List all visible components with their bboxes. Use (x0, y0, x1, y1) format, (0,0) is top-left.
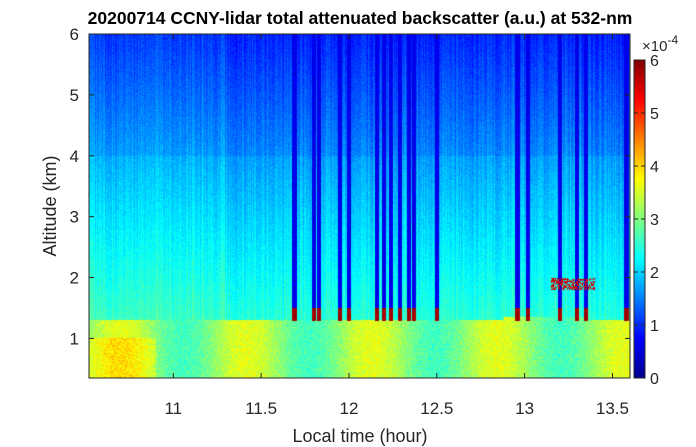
colorbar-tick-label: 0 (650, 371, 659, 388)
heatmap-plot (89, 34, 630, 378)
colorbar-exponent: ×10-4 (642, 33, 678, 55)
y-tick-label: 6 (70, 25, 79, 44)
y-tick-label: 5 (70, 86, 79, 105)
colorbar-tick-label: 1 (650, 318, 659, 335)
colorbar-exponent-base: ×10 (642, 38, 667, 55)
x-tick-label: 13 (515, 399, 534, 418)
chart-title: 20200714 CCNY-lidar total attenuated bac… (88, 8, 633, 28)
colorbar-tick-label: 5 (650, 106, 659, 123)
x-tick-label: 11.5 (245, 399, 277, 418)
y-tick-label: 3 (70, 208, 79, 227)
x-axis-label: Local time (hour) (292, 426, 427, 446)
colorbar-exponent-power: -4 (667, 33, 678, 47)
x-tick-label: 12.5 (420, 399, 453, 418)
y-axis-label: Altitude (km) (40, 155, 60, 256)
x-tick-label: 11 (164, 399, 182, 418)
colorbar-tick-label: 3 (650, 212, 659, 229)
x-tick-label: 12 (340, 399, 359, 418)
heatmap-image (89, 34, 630, 378)
y-tick-label: 4 (70, 147, 79, 166)
y-tick-label: 1 (70, 329, 79, 348)
y-tick-label: 2 (70, 269, 79, 288)
colorbar-tick-label: 6 (650, 53, 659, 70)
y-axis-ticks: 1 2 3 4 5 6 (70, 25, 630, 348)
colorbar-tick-label: 2 (650, 265, 659, 282)
x-tick-label: 13.5 (596, 399, 629, 418)
colorbar-tick-label: 4 (650, 159, 659, 176)
plot-frame (88, 33, 631, 379)
x-axis-ticks: 11 11.5 12 12.5 13 13.5 (164, 34, 629, 418)
colorbar-ticks: 0 1 2 3 4 5 6 (634, 53, 659, 388)
